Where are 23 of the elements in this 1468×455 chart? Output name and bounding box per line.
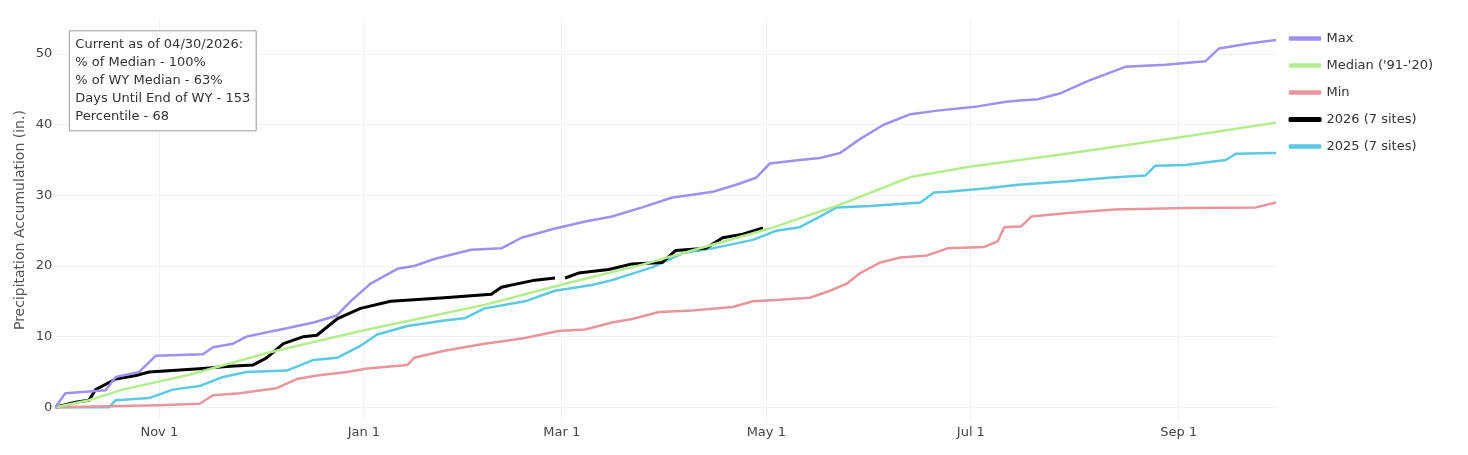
x-tick-label: Jan 1 xyxy=(346,423,381,439)
legend-label: 2026 (7 sites) xyxy=(1326,110,1417,126)
x-tick-label: May 1 xyxy=(746,423,786,439)
annotation: % of WY Median - 63% xyxy=(75,72,223,88)
annotation: Percentile - 68 xyxy=(75,108,169,124)
y-tick-label: 50 xyxy=(35,45,53,61)
y-tick-label: 0 xyxy=(44,398,53,414)
legend-label: Max xyxy=(1326,29,1354,45)
y-tick-label: 10 xyxy=(35,328,53,344)
y-axis-title: Precipitation Accumulation (in.) xyxy=(11,110,28,331)
legend-label: Min xyxy=(1326,83,1350,99)
x-tick-label: Mar 1 xyxy=(543,423,581,439)
x-tick-label: Sep 1 xyxy=(1160,423,1198,439)
x-tick-label: Jul 1 xyxy=(955,423,985,439)
x-tick-label: Nov 1 xyxy=(140,423,179,439)
legend-label: Median ('91-'20) xyxy=(1326,56,1433,72)
annotation: Days Until End of WY - 153 xyxy=(75,90,251,106)
annotation: % of Median - 100% xyxy=(75,54,206,70)
legend-label: 2025 (7 sites) xyxy=(1326,137,1417,153)
y-tick-label: 20 xyxy=(35,257,53,273)
annotation: Current as of 04/30/2026: xyxy=(75,36,244,52)
y-tick-label: 40 xyxy=(35,116,53,132)
y-tick-label: 30 xyxy=(35,186,53,202)
